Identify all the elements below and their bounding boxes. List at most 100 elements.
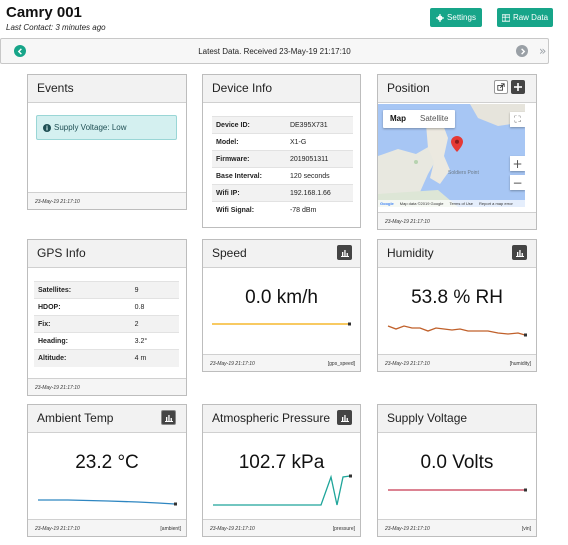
ambient-chart-button[interactable]	[161, 410, 176, 425]
row-value: 9	[130, 281, 179, 299]
table-row: Altitude: 4 m	[34, 349, 179, 367]
map-data-credit: Map data ©2019 Google	[399, 201, 444, 206]
raw-data-button[interactable]: Raw Data	[497, 8, 553, 27]
table-row: Heading: 3.2°	[34, 332, 179, 350]
row-key: Device ID:	[212, 116, 286, 134]
device-info-title: Device Info	[212, 81, 273, 95]
pressure-sparkline	[213, 474, 352, 506]
report-error-link[interactable]: Report a map error	[479, 201, 513, 206]
position-map[interactable]: Soldiers Point Map Satellite ⛶ + − Googl…	[378, 104, 525, 207]
fullscreen-button[interactable]: ⛶	[510, 112, 525, 127]
map-credits: Google Map data ©2019 Google Terms of Us…	[378, 200, 525, 207]
table-row: Satellites: 9	[34, 281, 179, 299]
table-row: Fix: 2	[34, 315, 179, 333]
position-title: Position	[387, 81, 430, 95]
map-type-tabs: Map Satellite	[383, 110, 456, 128]
row-value: 0.8	[130, 298, 179, 316]
speed-sparkline	[212, 322, 351, 326]
ambient-sparkline	[38, 499, 177, 506]
satellite-tab[interactable]: Satellite	[420, 114, 449, 123]
latest-data-text: Latest Data. Received 23-May-19 21:17:10	[198, 47, 351, 56]
previous-button[interactable]	[14, 45, 26, 57]
ambient-metric: [ambient]	[160, 526, 181, 532]
event-alert-text: Supply Voltage: Low	[54, 123, 127, 132]
table-row: Firmware: 2019051311	[212, 150, 353, 168]
ambient-temp-title: Ambient Temp	[37, 411, 114, 425]
humidity-value: 53.8 % RH	[411, 287, 503, 308]
map-add-button[interactable]	[511, 80, 525, 94]
google-logo: Google	[380, 201, 394, 206]
map-link-button[interactable]	[494, 80, 508, 94]
supply-voltage-title: Supply Voltage	[387, 411, 468, 425]
double-chevron-right-icon: »	[539, 44, 547, 58]
row-key: Fix:	[34, 315, 131, 333]
row-value: DE395X731	[285, 116, 353, 134]
zoom-out-icon: −	[512, 175, 523, 190]
row-key: Altitude:	[34, 349, 131, 367]
pressure-value: 102.7 kPa	[238, 452, 325, 473]
zoom-in-button[interactable]: +	[510, 156, 525, 171]
map-tab[interactable]: Map	[390, 114, 406, 123]
raw-data-label: Raw Data	[512, 13, 549, 22]
row-key: Firmware:	[212, 150, 286, 168]
speed-title: Speed	[212, 246, 247, 260]
row-key: HDOP:	[34, 298, 131, 316]
row-value: 4 m	[130, 349, 179, 367]
events-card: Events Supply Voltage: Low 23-May-19 21:…	[27, 74, 187, 210]
pressure-metric: [pressure]	[332, 526, 355, 532]
row-value: 2019051311	[285, 150, 353, 168]
ambient-temp-card: Ambient Temp 23.2 °C 23-May-19 21:17:10 …	[27, 404, 187, 537]
row-value: 192.168.1.66	[285, 184, 353, 202]
page-title: Camry 001	[6, 4, 82, 21]
device-info-table: Device ID: DE395X731 Model: X1-G Firmware: 20…	[212, 116, 353, 219]
table-row: Base Interval: 120 seconds	[212, 167, 353, 185]
row-value: 2	[130, 315, 179, 333]
row-key: Wifi Signal:	[212, 201, 286, 219]
settings-button[interactable]: Settings	[430, 8, 482, 27]
humidity-chart-button[interactable]	[512, 245, 527, 260]
speed-card: Speed 0.0 km/h 23-May-19 21:17:10 [gps_s…	[202, 239, 361, 372]
row-value: 3.2°	[130, 332, 179, 350]
supply-voltage-value: 0.0 Volts	[420, 452, 494, 473]
speed-chart-button[interactable]	[337, 245, 352, 260]
map-place-label: Soldiers Point	[448, 170, 479, 176]
next-button[interactable]	[516, 45, 528, 57]
device-info-card: Device Info Device ID: DE395X731 Model: X1-…	[202, 74, 361, 228]
chevron-right-icon	[520, 47, 525, 55]
pressure-card: Atmospheric Pressure 102.7 kPa 23-May-19…	[202, 404, 361, 537]
events-timestamp: 23-May-19 21:17:10	[35, 199, 80, 205]
table-row: Device ID: DE395X731	[212, 116, 353, 134]
humidity-metric: [humidity]	[509, 361, 531, 367]
last-button[interactable]: »	[539, 44, 546, 58]
events-title: Events	[37, 81, 74, 95]
settings-label: Settings	[447, 13, 476, 22]
last-contact-text: Last Contact: 3 minutes ago	[6, 23, 106, 32]
row-value: X1-G	[285, 133, 353, 151]
voltage-timestamp: 23-May-19 21:17:10	[385, 526, 430, 532]
speed-timestamp: 23-May-19 21:17:10	[210, 361, 255, 367]
speed-value: 0.0 km/h	[245, 287, 318, 308]
pressure-chart-button[interactable]	[337, 410, 352, 425]
bar-chart-icon	[340, 414, 349, 422]
map-marker-icon	[451, 136, 463, 152]
humidity-sparkline	[387, 325, 527, 337]
bar-chart-icon	[164, 414, 173, 422]
humidity-title: Humidity	[387, 246, 434, 260]
row-value: -78 dBm	[285, 201, 353, 219]
voltage-sparkline	[388, 488, 527, 492]
event-alert[interactable]: Supply Voltage: Low	[36, 115, 177, 140]
plus-icon	[514, 83, 522, 91]
speed-metric: [gps_speed]	[327, 361, 355, 367]
terms-link[interactable]: Terms of Use	[449, 201, 473, 206]
row-key: Model:	[212, 133, 286, 151]
chevron-left-icon	[17, 47, 22, 55]
row-key: Heading:	[34, 332, 131, 350]
supply-voltage-card: Supply Voltage 0.0 Volts 23-May-19 21:17…	[377, 404, 537, 537]
external-link-icon	[497, 83, 505, 91]
pressure-title: Atmospheric Pressure	[212, 411, 331, 425]
fullscreen-icon: ⛶	[514, 114, 521, 125]
zoom-out-button[interactable]: −	[510, 175, 525, 190]
gear-icon	[436, 13, 445, 22]
table-row: HDOP: 0.8	[34, 298, 179, 316]
humidity-timestamp: 23-May-19 21:17:10	[385, 361, 430, 367]
